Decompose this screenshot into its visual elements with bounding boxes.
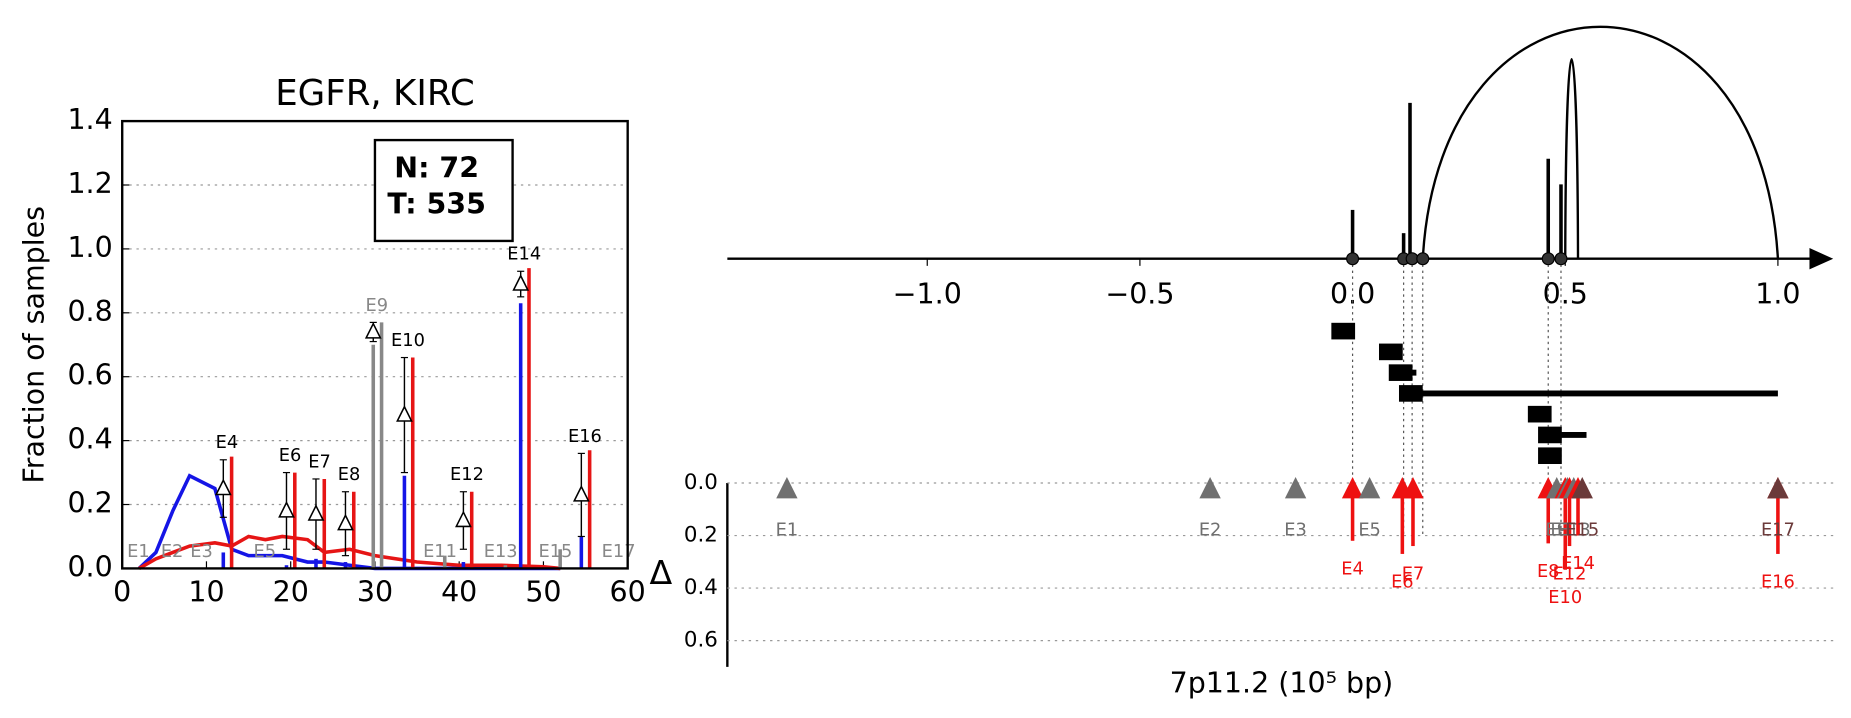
arc xyxy=(1564,58,1580,259)
exon-label: E5 xyxy=(1358,519,1381,540)
exon-label: E12 xyxy=(450,464,484,485)
exon-label: E1 xyxy=(127,541,150,562)
exon-label: E13 xyxy=(484,541,518,562)
exon-label: E15 xyxy=(538,541,572,562)
interval-box xyxy=(1538,447,1562,465)
interval-box xyxy=(1538,426,1562,444)
x-tick-label: 0.5 xyxy=(1543,278,1588,311)
y-tick-label: 0.6 xyxy=(684,628,718,653)
exon-label: E16 xyxy=(1761,571,1795,592)
exon-marker xyxy=(1571,477,1593,499)
dot xyxy=(1554,252,1568,266)
interval-box xyxy=(1527,405,1552,423)
x-tick-label: 60 xyxy=(610,575,646,608)
y-tick-label: 0.6 xyxy=(67,359,112,392)
exon-label: E4 xyxy=(1341,558,1364,579)
exon-label: E14 xyxy=(507,244,541,265)
dot xyxy=(1346,252,1360,266)
dot xyxy=(1416,252,1430,266)
x-axis-label: 7p11.2 (10⁵ bp) xyxy=(1170,667,1394,700)
exon-marker xyxy=(1402,477,1424,499)
interval-box xyxy=(1331,322,1356,340)
y-tick-label: 0.8 xyxy=(67,295,112,328)
exon-label: E3 xyxy=(1284,519,1307,540)
exon-label: E11 xyxy=(423,541,457,562)
exon-label: E4 xyxy=(216,432,239,453)
x-tick-label: 0 xyxy=(113,575,131,608)
y-tick-label: 1.2 xyxy=(67,167,112,200)
interval-box xyxy=(1378,343,1403,361)
exon-label: E17 xyxy=(602,541,636,562)
exon-label: E8 xyxy=(1537,561,1560,582)
dot xyxy=(1541,252,1555,266)
marker xyxy=(278,500,295,518)
y-tick-label: 0.4 xyxy=(67,423,112,456)
exon-label: E10 xyxy=(391,330,425,351)
exon-label: E9 xyxy=(366,295,389,316)
exon-label: E12 xyxy=(1553,564,1587,585)
exon-label: E5 xyxy=(253,541,276,562)
x-tick-label: 50 xyxy=(525,575,561,608)
exon-label: E2 xyxy=(1199,519,1222,540)
x-tick-label: −0.5 xyxy=(1105,278,1174,311)
exon-label: E17 xyxy=(1761,519,1795,540)
y-axis-label: Δ xyxy=(650,553,673,592)
annotation-text: T: 535 xyxy=(387,187,486,220)
exon-marker xyxy=(1358,477,1381,499)
marker xyxy=(307,504,325,521)
marker xyxy=(364,321,382,339)
y-tick-label: 1.4 xyxy=(67,103,112,136)
plot-frame xyxy=(121,119,629,570)
x-tick-label: 20 xyxy=(273,575,309,608)
exon-label: E1 xyxy=(776,519,799,540)
y-tick-label: 0.0 xyxy=(67,550,112,583)
exon-marker xyxy=(1767,477,1789,499)
x-tick-label: 40 xyxy=(441,575,477,608)
exon-label: E8 xyxy=(338,464,361,485)
exon-label: E7 xyxy=(308,451,331,472)
exon-marker xyxy=(1341,477,1364,499)
exon-label: E3 xyxy=(190,541,213,562)
exon-marker xyxy=(1284,477,1307,499)
y-tick-label: 0.0 xyxy=(684,470,718,495)
interval-box xyxy=(1388,364,1413,381)
exon-label: E9 xyxy=(1545,519,1568,540)
number-line-arrow xyxy=(1809,248,1834,270)
marker xyxy=(337,513,354,531)
marker xyxy=(214,478,232,496)
exon-label: E14 xyxy=(1561,553,1595,574)
exon-label: E15 xyxy=(1565,519,1599,540)
exon-label: E6 xyxy=(1391,571,1414,592)
exon-label: E11 xyxy=(1550,519,1584,540)
arc xyxy=(1421,25,1780,259)
marker xyxy=(572,484,590,502)
y-tick-label: 0.2 xyxy=(67,487,112,520)
exon-marker xyxy=(1199,477,1221,499)
exon-label: E7 xyxy=(1402,564,1425,585)
y-tick-label: 0.2 xyxy=(684,523,718,548)
annotation-box xyxy=(373,138,514,243)
exon-marker xyxy=(776,477,798,499)
exon-label: E2 xyxy=(161,541,184,562)
exon-label: E16 xyxy=(568,426,602,447)
chart-title: EGFR, KIRC xyxy=(275,73,474,114)
x-tick-label: 10 xyxy=(188,575,224,608)
y-axis-label: Fraction of samples xyxy=(18,206,51,484)
x-tick-label: −1.0 xyxy=(893,278,962,311)
exon-label: E13 xyxy=(1557,519,1591,540)
marker xyxy=(455,510,472,528)
exon-label: E10 xyxy=(1548,587,1582,608)
annotation-text: N: 72 xyxy=(394,152,479,185)
x-tick-label: 30 xyxy=(357,575,393,608)
exon-label: E6 xyxy=(279,445,302,466)
y-tick-label: 0.4 xyxy=(684,575,718,600)
interval-box xyxy=(1398,385,1423,402)
marker xyxy=(396,405,413,422)
x-tick-label: 1.0 xyxy=(1755,278,1800,311)
marker xyxy=(512,274,530,291)
y-tick-label: 1.0 xyxy=(67,231,112,264)
